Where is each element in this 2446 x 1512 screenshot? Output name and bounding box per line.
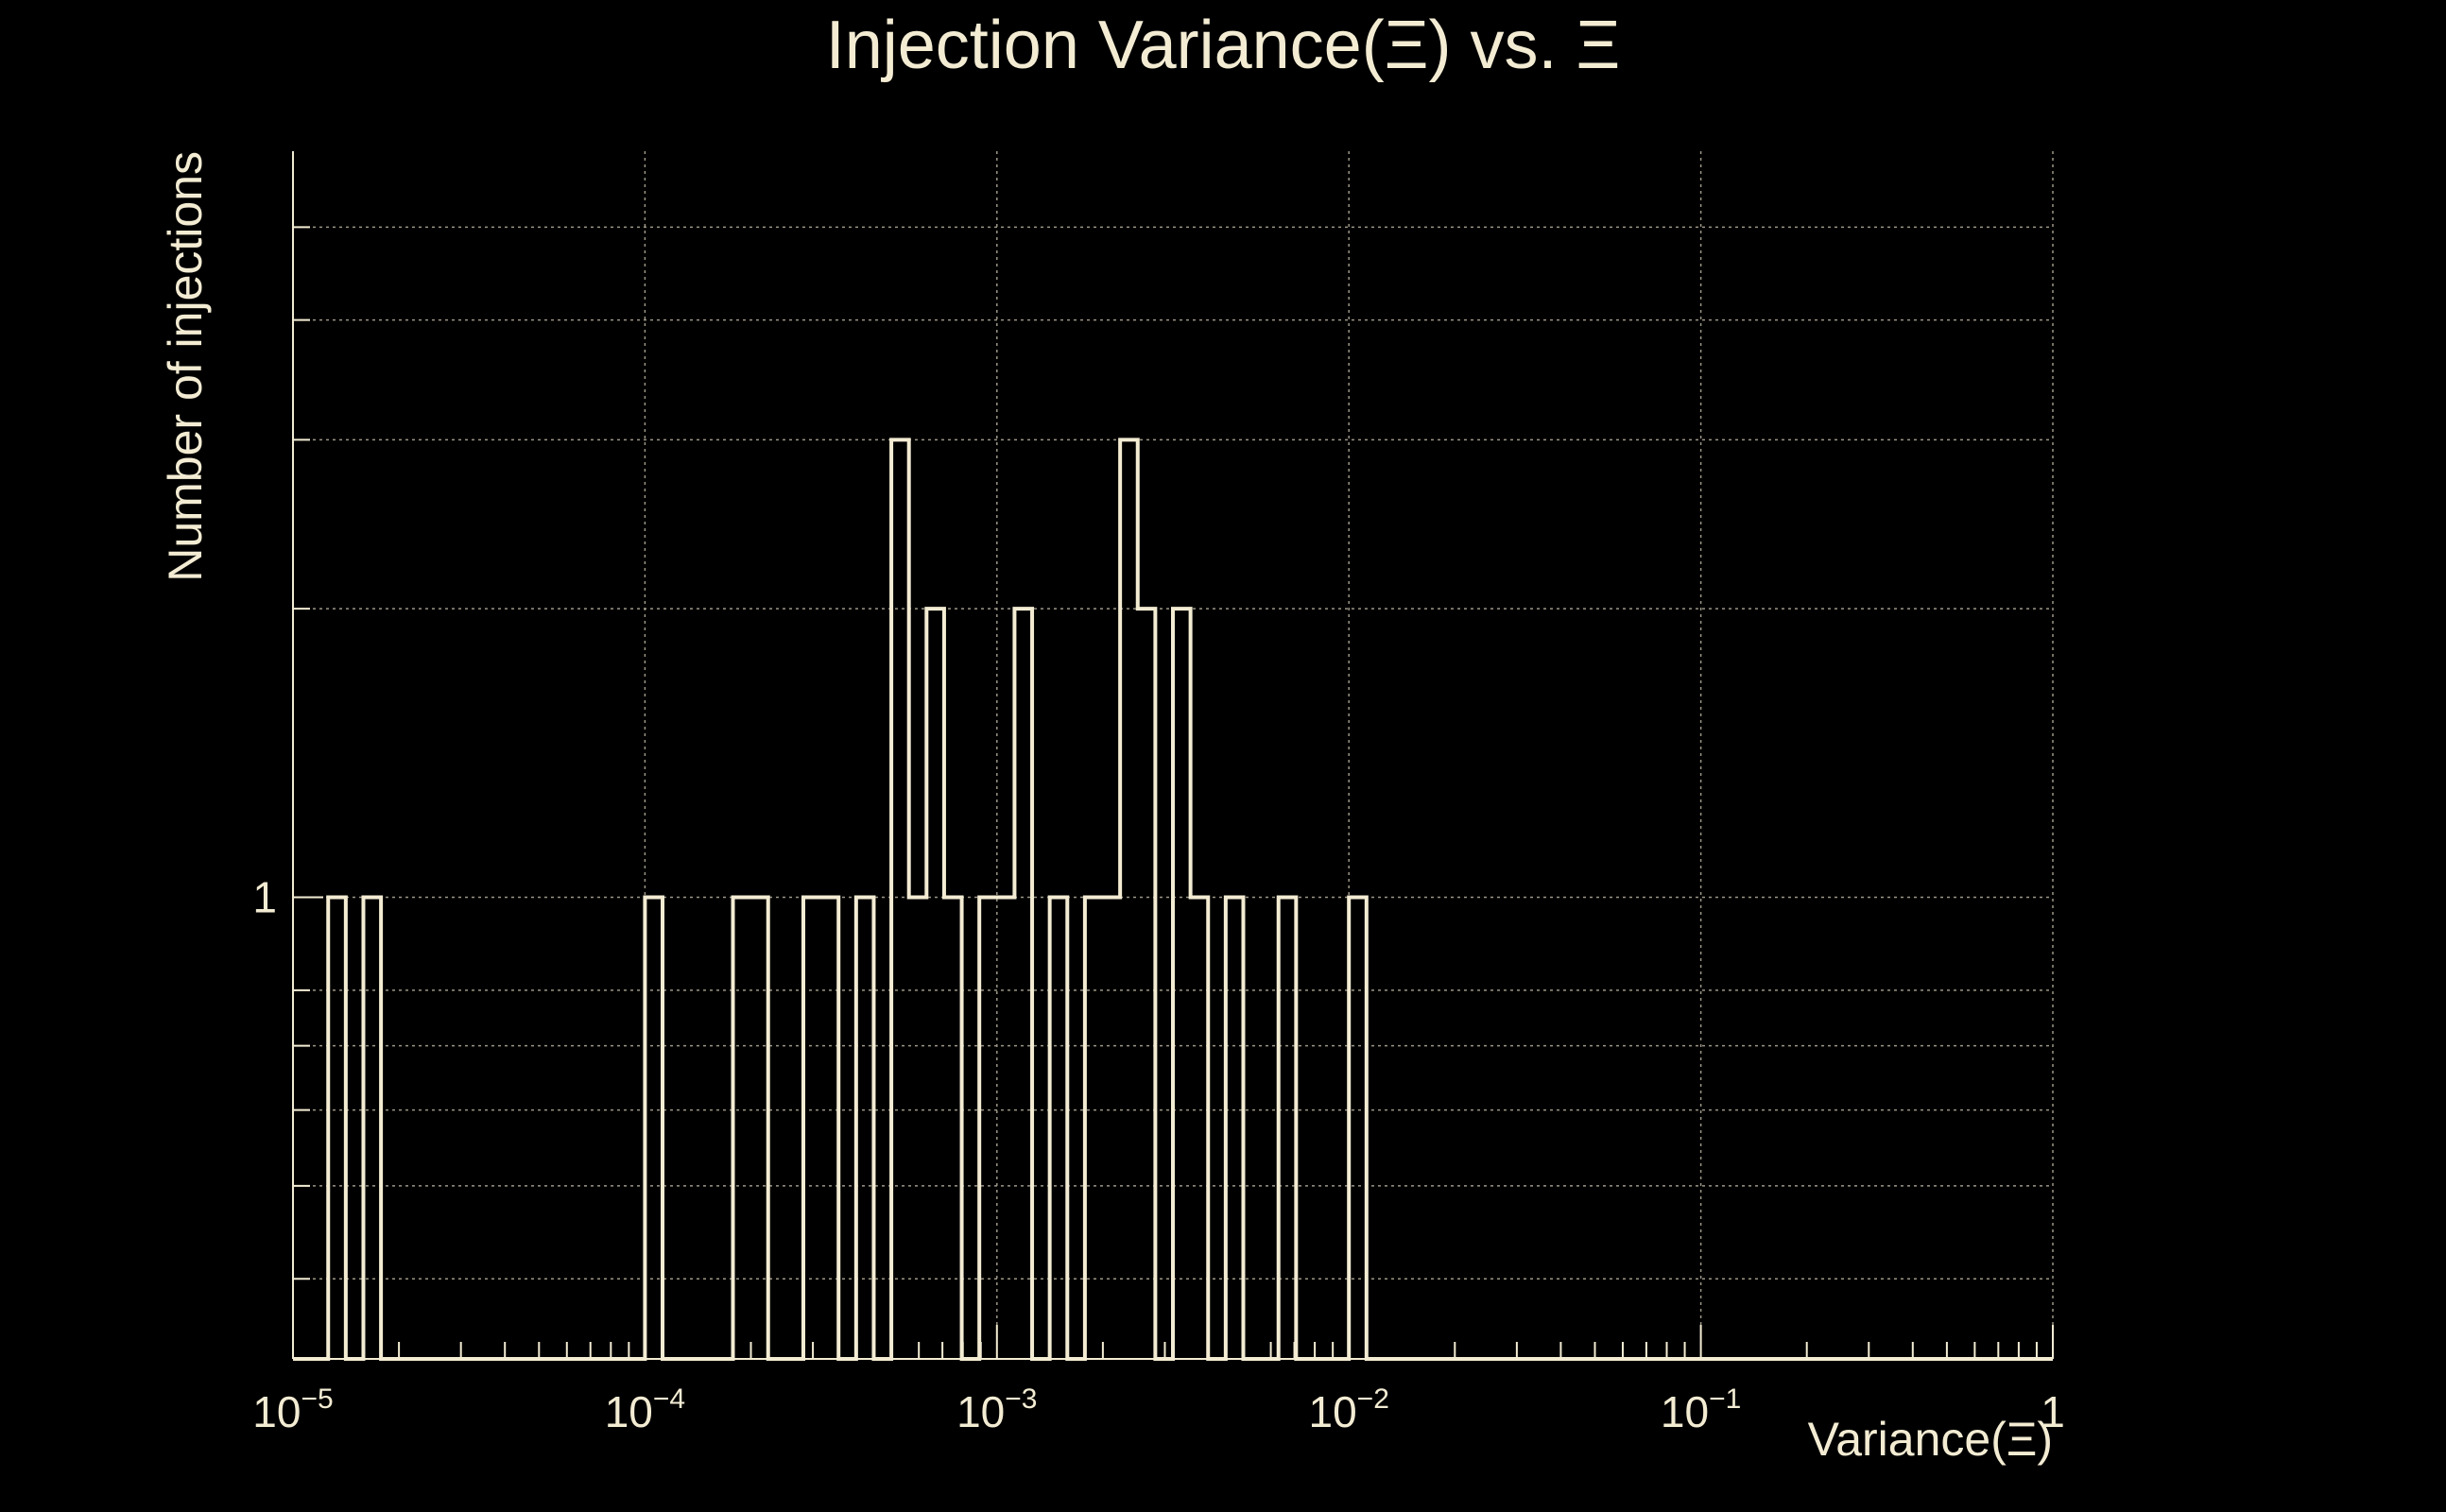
histogram-bin: [1050, 897, 1068, 1359]
y-tick-label: 1: [252, 872, 277, 921]
histogram-bin: [1226, 897, 1244, 1359]
histogram-bin: [856, 897, 874, 1359]
histogram-bin: [1173, 609, 1191, 1359]
histogram-bin: [645, 897, 663, 1359]
x-axis-title: Variance(Ξ): [1808, 1413, 2053, 1466]
x-tick-label: 10−2: [1309, 1383, 1389, 1436]
histogram-bin: [997, 897, 1015, 1359]
histogram-bin: [944, 897, 962, 1359]
histogram-bin: [1191, 897, 1209, 1359]
x-tick-label: 1: [2041, 1387, 2065, 1436]
histogram-bin: [803, 897, 821, 1359]
histogram-bin: [1279, 897, 1297, 1359]
histogram-outline: [293, 438, 2053, 1361]
histogram-bin: [1120, 439, 1138, 1359]
x-tick-label: 10−4: [605, 1383, 685, 1436]
x-tick-label: 10−3: [956, 1383, 1037, 1436]
histogram-bin: [750, 897, 768, 1359]
histogram-bin: [363, 897, 381, 1359]
y-axis-title: Number of injections: [159, 151, 212, 582]
histogram-bin: [891, 439, 909, 1359]
x-tick-labels: 10−5 10−4 10−3 10−2 10−1 1: [252, 1383, 2064, 1436]
y-tick-labels: 1: [252, 872, 277, 921]
histogram-bin: [1085, 897, 1103, 1359]
histogram-bin: [1349, 897, 1367, 1359]
histogram-bin: [1014, 609, 1032, 1359]
histogram-bin: [328, 897, 346, 1359]
histogram-bins: [328, 439, 1367, 1359]
histogram-bin: [979, 897, 997, 1359]
chart-title: Injection Variance(Ξ) vs. Ξ: [826, 8, 1621, 83]
x-tick-label: 10−5: [252, 1383, 333, 1436]
histogram-bin: [909, 897, 927, 1359]
histogram-bin: [821, 897, 839, 1359]
histogram-bin: [1138, 609, 1156, 1359]
x-tick-label: 10−1: [1661, 1383, 1741, 1436]
histogram-bin: [926, 609, 944, 1359]
histogram-bin: [733, 897, 751, 1359]
histogram-bin: [1103, 897, 1121, 1359]
